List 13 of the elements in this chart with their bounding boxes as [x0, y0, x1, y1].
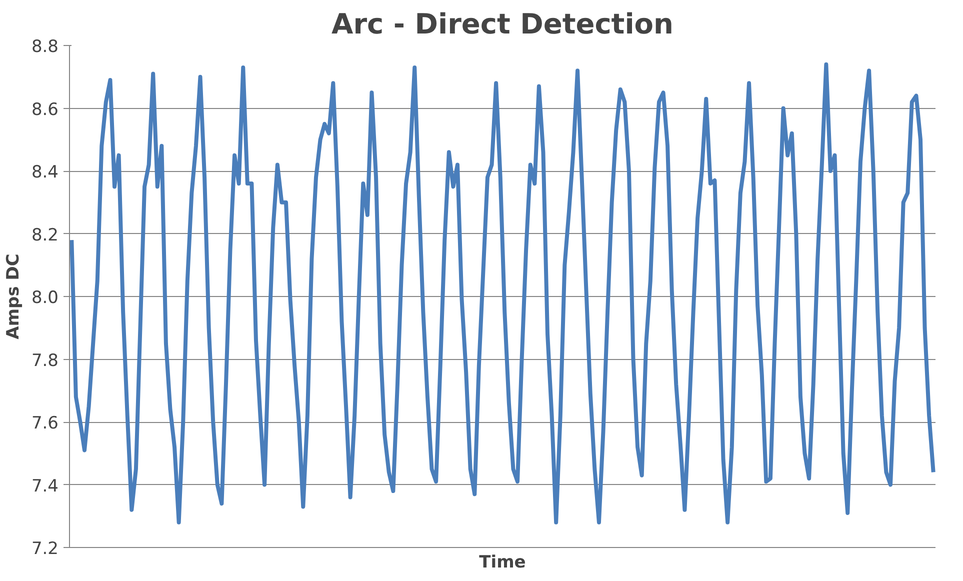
y-tick-label: 8.2 — [31, 225, 59, 246]
y-tick-label: 7.4 — [31, 476, 59, 496]
line-series — [70, 62, 936, 524]
y-axis-title: Amps DC — [3, 254, 24, 340]
x-axis-title: Time — [479, 552, 526, 572]
y-tick-label: 8.8 — [31, 37, 59, 57]
y-tick-label: 7.6 — [31, 414, 59, 434]
y-tick-label: 8.4 — [31, 162, 59, 182]
y-tick-label: 8.0 — [31, 288, 59, 308]
y-tick-label: 7.2 — [31, 539, 59, 559]
y-tick-label: 8.6 — [31, 100, 59, 120]
chart-title: Arc - Direct Detection — [332, 8, 674, 40]
y-tick-label: 7.8 — [31, 350, 59, 371]
